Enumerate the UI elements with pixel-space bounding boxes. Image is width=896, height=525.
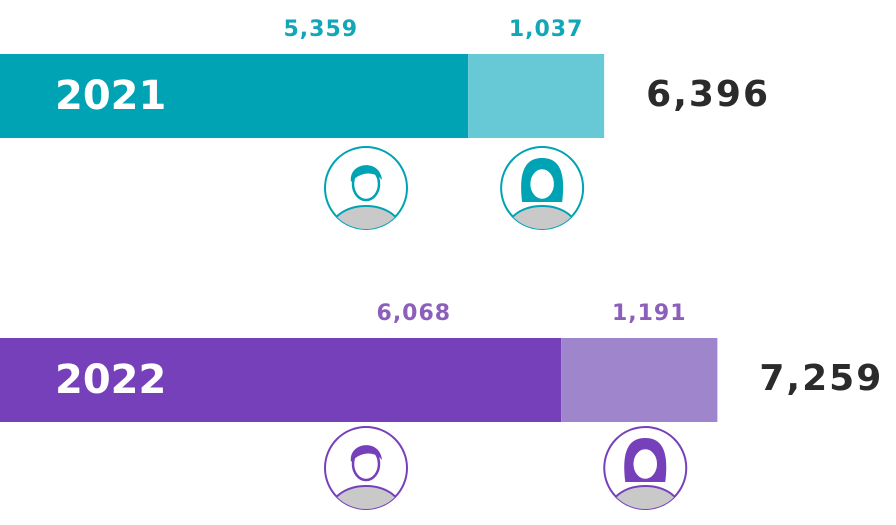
hair xyxy=(350,165,382,182)
bar-segment xyxy=(0,54,469,138)
segment-label: 1,037 xyxy=(509,17,584,42)
woman-icon xyxy=(603,426,688,510)
bar-segment xyxy=(0,338,562,422)
man-icon xyxy=(324,426,408,510)
segment-label: 5,359 xyxy=(284,17,359,42)
bar-segment xyxy=(468,54,605,138)
man-icon xyxy=(324,146,408,230)
icon-figure xyxy=(610,438,681,509)
total-label: 7,259 xyxy=(759,358,883,399)
head xyxy=(631,446,660,482)
bar-segment xyxy=(561,338,718,422)
body xyxy=(610,485,681,509)
head xyxy=(527,166,557,202)
body xyxy=(507,205,578,229)
segment-label: 6,068 xyxy=(377,301,452,326)
year-label: 2022 xyxy=(55,357,166,403)
body xyxy=(331,205,401,229)
total-label: 6,396 xyxy=(646,74,770,115)
segment-label: 1,191 xyxy=(612,301,687,326)
woman-icon xyxy=(500,146,585,230)
body xyxy=(331,485,401,509)
year-label: 2021 xyxy=(55,73,166,119)
icon-figure xyxy=(331,165,401,229)
hair xyxy=(350,445,382,462)
